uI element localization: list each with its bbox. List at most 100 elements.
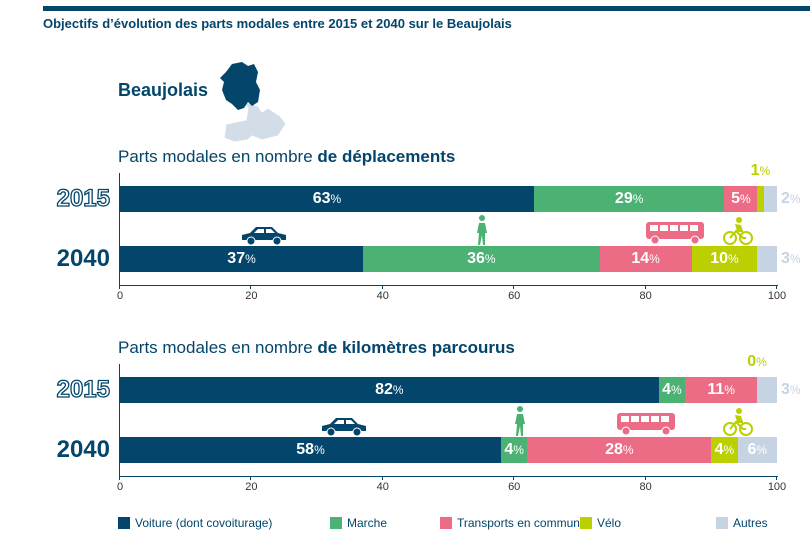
bar-segment-transports-2015: 11% (685, 377, 758, 403)
percent-sign: % (484, 252, 496, 266)
legend-item-voiture: Voiture (dont covoiturage) (118, 516, 272, 530)
chart-title-bold: de kilomètres parcourus (317, 338, 515, 357)
bar-segment-autres-2015 (763, 186, 777, 212)
y-axis-line (119, 173, 120, 286)
legend-swatch (330, 517, 342, 529)
chart-title: Parts modales en nombre de kilomètres pa… (118, 338, 515, 358)
bar-segment-autres-2040 (757, 246, 777, 272)
x-tick (119, 285, 120, 289)
bar-segment-transports-2040: 14% (599, 246, 692, 272)
chart-title-prefix: Parts modales en nombre (118, 338, 318, 357)
x-tick (381, 476, 383, 480)
x-tick-label: 80 (639, 290, 652, 302)
percent-sign: % (330, 192, 342, 206)
x-tick-label: 100 (767, 290, 787, 302)
x-tick (776, 285, 777, 289)
bar-segment-velo-2040: 4% (711, 437, 738, 463)
percent-sign: % (756, 443, 768, 457)
bar-segment-voiture-2040: 37% (120, 246, 364, 272)
bar-segment-marche-2015: 29% (533, 186, 725, 212)
x-tick (644, 476, 646, 480)
legend-swatch (118, 517, 130, 529)
chart-title-bold: de déplacements (317, 147, 456, 166)
bar-segment-voiture-2015: 82% (120, 377, 659, 403)
bar-segment-velo-2015 (757, 186, 764, 212)
percent-sign: % (649, 252, 660, 266)
outside-label-velo-2015: 1% (750, 162, 771, 179)
legend-item-velo: Vélo (580, 516, 621, 530)
percent-sign: % (392, 383, 404, 397)
legend-item-autres: Autres (716, 516, 768, 530)
legend-label: Vélo (597, 516, 622, 530)
percent-sign: % (622, 443, 634, 457)
chart-kilometres: Parts modales en nombre de kilomètres pa… (0, 336, 810, 496)
bar-segment-velo-2040: 10% (691, 246, 758, 272)
x-tick-label: 60 (508, 481, 521, 493)
percent-sign: % (632, 192, 644, 206)
x-tick-label: 40 (376, 290, 389, 302)
x-tick-label: 20 (245, 481, 258, 493)
x-tick (119, 476, 120, 480)
x-tick (644, 285, 646, 289)
percent-sign: % (513, 443, 524, 457)
legend-label: Transports en commun (457, 516, 580, 530)
bar-segment-transports-2040: 28% (527, 437, 712, 463)
x-tick-label: 40 (376, 481, 389, 493)
percent-sign: % (723, 443, 735, 457)
percent-sign: % (789, 192, 801, 206)
bar-segment-marche-2040: 4% (501, 437, 528, 463)
x-tick (776, 476, 777, 480)
bar-segment-transports-2015: 5% (724, 186, 758, 212)
bar-segment-autres-2040: 6% (737, 437, 777, 463)
legend-swatch (440, 517, 452, 529)
outside-label-velo-2015: 0% (747, 353, 767, 370)
x-axis-line (119, 285, 778, 286)
percent-sign: % (727, 252, 739, 266)
x-tick-label: 60 (508, 290, 521, 302)
bar-segment-marche-2040: 36% (363, 246, 600, 272)
percent-sign: % (670, 383, 682, 397)
bar-segment-marche-2015: 4% (658, 377, 685, 403)
x-tick-label: 80 (639, 481, 652, 493)
year-label-2015: 2015 (56, 185, 111, 212)
x-tick (381, 285, 383, 289)
bar-segment-voiture-2015: 63% (120, 186, 534, 212)
year-label-2015: 2015 (56, 376, 111, 403)
bar-segment-autres-2015 (757, 377, 777, 403)
legend-swatch (716, 517, 728, 529)
region-map-icon (220, 62, 287, 143)
x-tick-label: 100 (767, 481, 787, 493)
x-tick-label: 0 (116, 481, 124, 493)
legend-label: Autres (733, 516, 768, 530)
pedestrian-icon (513, 406, 527, 441)
bus-icon (616, 412, 678, 441)
outside-label-autres-2015: 3% (781, 381, 801, 398)
car-icon (320, 416, 368, 441)
top-rule (43, 6, 810, 11)
percent-sign: % (789, 383, 801, 397)
chart-title-prefix: Parts modales en nombre (118, 147, 318, 166)
percent-sign: % (756, 355, 767, 369)
chart-title: Parts modales en nombre de déplacements (118, 147, 455, 167)
year-label-2040: 2040 (56, 436, 110, 463)
x-tick-label: 20 (245, 290, 258, 302)
bar-segment-voiture-2040: 58% (120, 437, 502, 463)
outside-label-autres-2040: 3% (781, 250, 801, 267)
outside-label-autres-2015: 2% (781, 190, 801, 207)
x-axis-line (119, 476, 778, 477)
legend-item-transports: Transports en commun (440, 516, 580, 530)
x-tick (250, 476, 252, 480)
legend-label: Voiture (dont covoiturage) (135, 516, 273, 530)
x-tick-label: 0 (116, 290, 124, 302)
legend-swatch (580, 517, 592, 529)
x-tick (250, 285, 252, 289)
page-title: Objectifs d’évolution des parts modales … (43, 16, 512, 31)
bicycle-icon (723, 408, 753, 441)
percent-sign: % (759, 164, 771, 178)
region-label: Beaujolais (118, 80, 209, 100)
percent-sign: % (724, 383, 735, 397)
pedestrian-icon (475, 215, 489, 250)
car-icon (240, 225, 288, 250)
legend-item-marche: Marche (330, 516, 387, 530)
x-tick (513, 285, 515, 289)
